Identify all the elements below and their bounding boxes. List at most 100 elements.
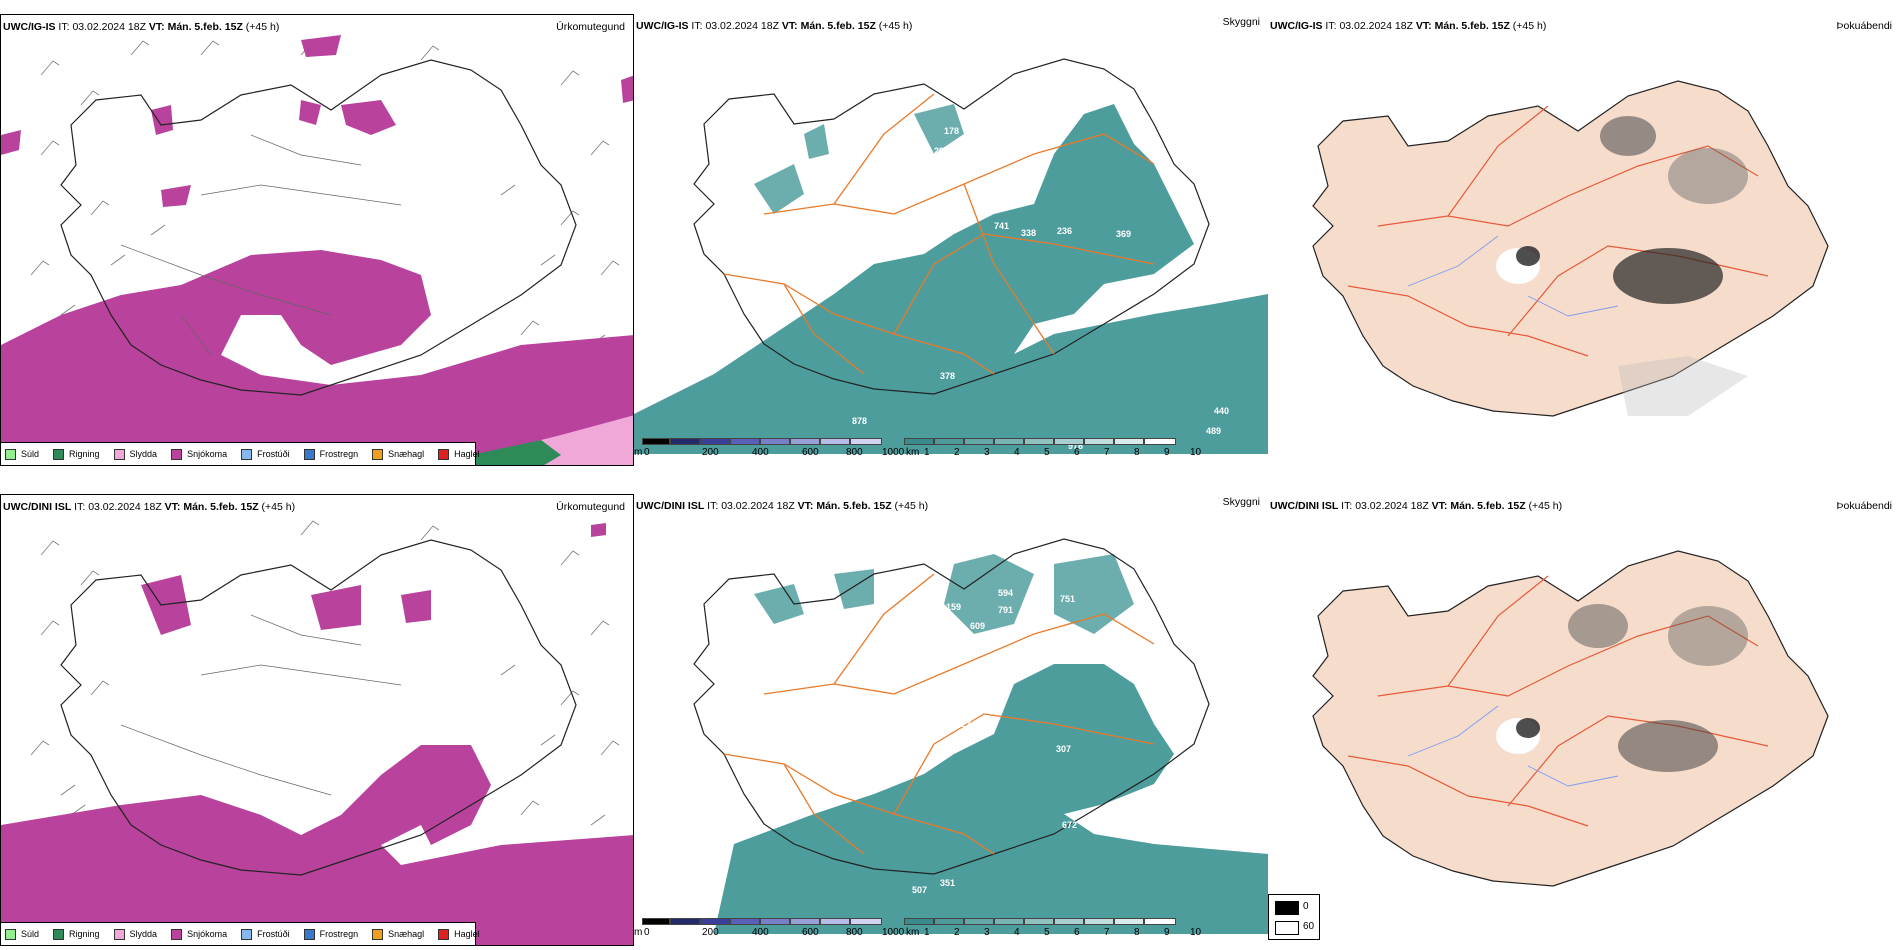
panel-title: Úrkomutegund bbox=[556, 21, 625, 33]
cbar-tick: 10 bbox=[1190, 927, 1202, 938]
fog-index-panel-row2: UWC/DINI ISL IT: 03.02.2024 18Z VT: Mán.… bbox=[1268, 494, 1900, 894]
wind-barbs bbox=[30, 520, 620, 836]
cbar-tick: 2 bbox=[954, 447, 960, 458]
cbar-tick: 800 bbox=[846, 447, 863, 458]
snow-patches bbox=[1, 35, 633, 207]
panel-header: UWC/DINI ISL IT: 03.02.2024 18Z VT: Mán.… bbox=[1270, 500, 1892, 514]
iceland-land bbox=[1312, 80, 1829, 417]
lead-time: (+45 h) bbox=[261, 501, 296, 513]
visibility-label: 680 bbox=[960, 646, 975, 656]
fog-map bbox=[1312, 550, 1829, 887]
cbar-tick: 8 bbox=[1134, 927, 1140, 938]
legend-item: Haglél bbox=[438, 928, 480, 940]
it-label: IT: bbox=[1325, 20, 1337, 32]
model-name: UWC/DINI ISL bbox=[1270, 500, 1339, 512]
visibility-label: 127 bbox=[956, 719, 971, 729]
legend-item: Frostúði bbox=[241, 928, 290, 940]
visibility-label: 369 bbox=[1116, 229, 1131, 239]
cbar-tick: 2 bbox=[954, 927, 960, 938]
visibility-label: 195 bbox=[964, 136, 979, 146]
cbar-unit-km: km bbox=[906, 927, 920, 938]
it-label: IT: bbox=[691, 20, 703, 32]
visibility-label: 741 bbox=[994, 221, 1009, 231]
panel-header: UWC/IG-IS IT: 03.02.2024 18Z VT: Mán. 5.… bbox=[1270, 20, 1892, 34]
cbar-unit-m: m bbox=[634, 927, 643, 938]
rain-region bbox=[471, 440, 561, 465]
panel-title: Þokuábendi bbox=[1836, 500, 1892, 512]
cbar-tick: 1000 bbox=[882, 447, 905, 458]
lead-time: (+45 h) bbox=[894, 500, 929, 512]
fog-map bbox=[1312, 80, 1829, 417]
visibility-label: 29 bbox=[934, 146, 944, 156]
legend-item: Slydda bbox=[113, 448, 157, 460]
precip-type-panel-row1: UWC/IG-IS IT: 03.02.2024 18Z VT: Mán. 5.… bbox=[0, 14, 634, 466]
it-value: 03.02.2024 18Z bbox=[88, 501, 162, 513]
visibility-map: 159 594 751 791 609 680 447 127 307 672 … bbox=[693, 538, 1268, 934]
vt-label: VT: bbox=[781, 20, 798, 32]
panel-title: Úrkomutegund bbox=[556, 501, 625, 513]
legend-item: Frostregn bbox=[303, 448, 358, 460]
model-name: UWC/IG-IS bbox=[636, 20, 689, 32]
visibility-label: 236 bbox=[1057, 226, 1072, 236]
cbar-tick: 6 bbox=[1074, 447, 1080, 458]
snow-patches bbox=[141, 523, 606, 635]
fog-legend-max: 60 bbox=[1303, 921, 1315, 932]
cbar-tick: 9 bbox=[1164, 927, 1170, 938]
fog-legend: 0 60 bbox=[1268, 894, 1320, 940]
roads bbox=[723, 93, 1155, 375]
cbar-tick: 3 bbox=[984, 447, 990, 458]
vt-value: Mán. 5.feb. 15Z bbox=[1450, 500, 1526, 512]
cbar-tick: 4 bbox=[1014, 927, 1020, 938]
visibility-label: 507 bbox=[912, 885, 927, 895]
iceland-outline bbox=[60, 539, 577, 876]
it-value: 03.02.2024 18Z bbox=[721, 500, 795, 512]
visibility-label: 751 bbox=[1060, 594, 1075, 604]
vt-label: VT: bbox=[797, 500, 814, 512]
cbar-tick: 400 bbox=[752, 927, 769, 938]
cbar-tick: 5 bbox=[1044, 447, 1050, 458]
cbar-tick: 600 bbox=[802, 927, 819, 938]
cbar-tick: 4 bbox=[1014, 447, 1020, 458]
cbar-tick: 6 bbox=[1074, 927, 1080, 938]
cbar-tick: 9 bbox=[1164, 447, 1170, 458]
snow-region bbox=[1, 250, 633, 465]
model-name: UWC/IG-IS bbox=[3, 21, 56, 33]
precip-type-panel-row2: UWC/DINI ISL IT: 03.02.2024 18Z VT: Mán.… bbox=[0, 494, 634, 946]
precip-map bbox=[1, 35, 633, 465]
lead-time: (+45 h) bbox=[245, 21, 280, 33]
vt-label: VT: bbox=[148, 21, 165, 33]
visibility-label: 338 bbox=[1021, 228, 1036, 238]
cbar-tick: 800 bbox=[846, 927, 863, 938]
vt-value: Mán. 5.feb. 15Z bbox=[800, 20, 876, 32]
cbar-tick: 1000 bbox=[882, 927, 905, 938]
model-name: UWC/DINI ISL bbox=[3, 501, 72, 513]
cbar-tick: 400 bbox=[752, 447, 769, 458]
cbar-tick: 7 bbox=[1104, 447, 1110, 458]
it-value: 03.02.2024 18Z bbox=[1355, 500, 1429, 512]
cbar-tick: 3 bbox=[984, 927, 990, 938]
visibility-panel-row1: UWC/IG-IS IT: 03.02.2024 18Z VT: Mán. 5.… bbox=[634, 14, 1268, 466]
visibility-label: 447 bbox=[1006, 644, 1021, 654]
legend-item: Snæhagl bbox=[372, 928, 424, 940]
cbar-tick: 10 bbox=[1190, 447, 1202, 458]
legend-item: Snjókoma bbox=[171, 448, 227, 460]
it-label: IT: bbox=[1341, 500, 1353, 512]
precip-type-legend: Súld Rigning Slydda Snjókoma Frostúði Fr… bbox=[1, 442, 480, 465]
vt-label: VT: bbox=[1431, 500, 1448, 512]
visibility-colorbar: m 0 200 400 600 800 1000 km 1 2 3 4 5 6 … bbox=[634, 918, 1268, 946]
visibility-label: 159 bbox=[946, 602, 961, 612]
it-value: 03.02.2024 18Z bbox=[72, 21, 146, 33]
cbar-tick: 0 bbox=[644, 927, 650, 938]
model-name: UWC/DINI ISL bbox=[636, 500, 705, 512]
vt-value: Mán. 5.feb. 15Z bbox=[816, 500, 892, 512]
visibility-label: 609 bbox=[970, 621, 985, 631]
panel-title: Skyggni bbox=[1222, 16, 1260, 28]
iceland-outline bbox=[693, 58, 1210, 395]
lead-time: (+45 h) bbox=[1528, 500, 1563, 512]
precip-type-legend: Súld Rigning Slydda Snjókoma Frostúði Fr… bbox=[1, 922, 480, 945]
legend-item: Súld bbox=[5, 928, 39, 940]
visibility-colorbar: m 0 200 400 600 800 1000 km 1 2 3 4 5 6 … bbox=[634, 438, 1268, 466]
lead-time: (+45 h) bbox=[878, 20, 913, 32]
panel-header: UWC/DINI ISL IT: 03.02.2024 18Z VT: Mán.… bbox=[3, 501, 625, 515]
visibility-label: 672 bbox=[1062, 820, 1077, 830]
